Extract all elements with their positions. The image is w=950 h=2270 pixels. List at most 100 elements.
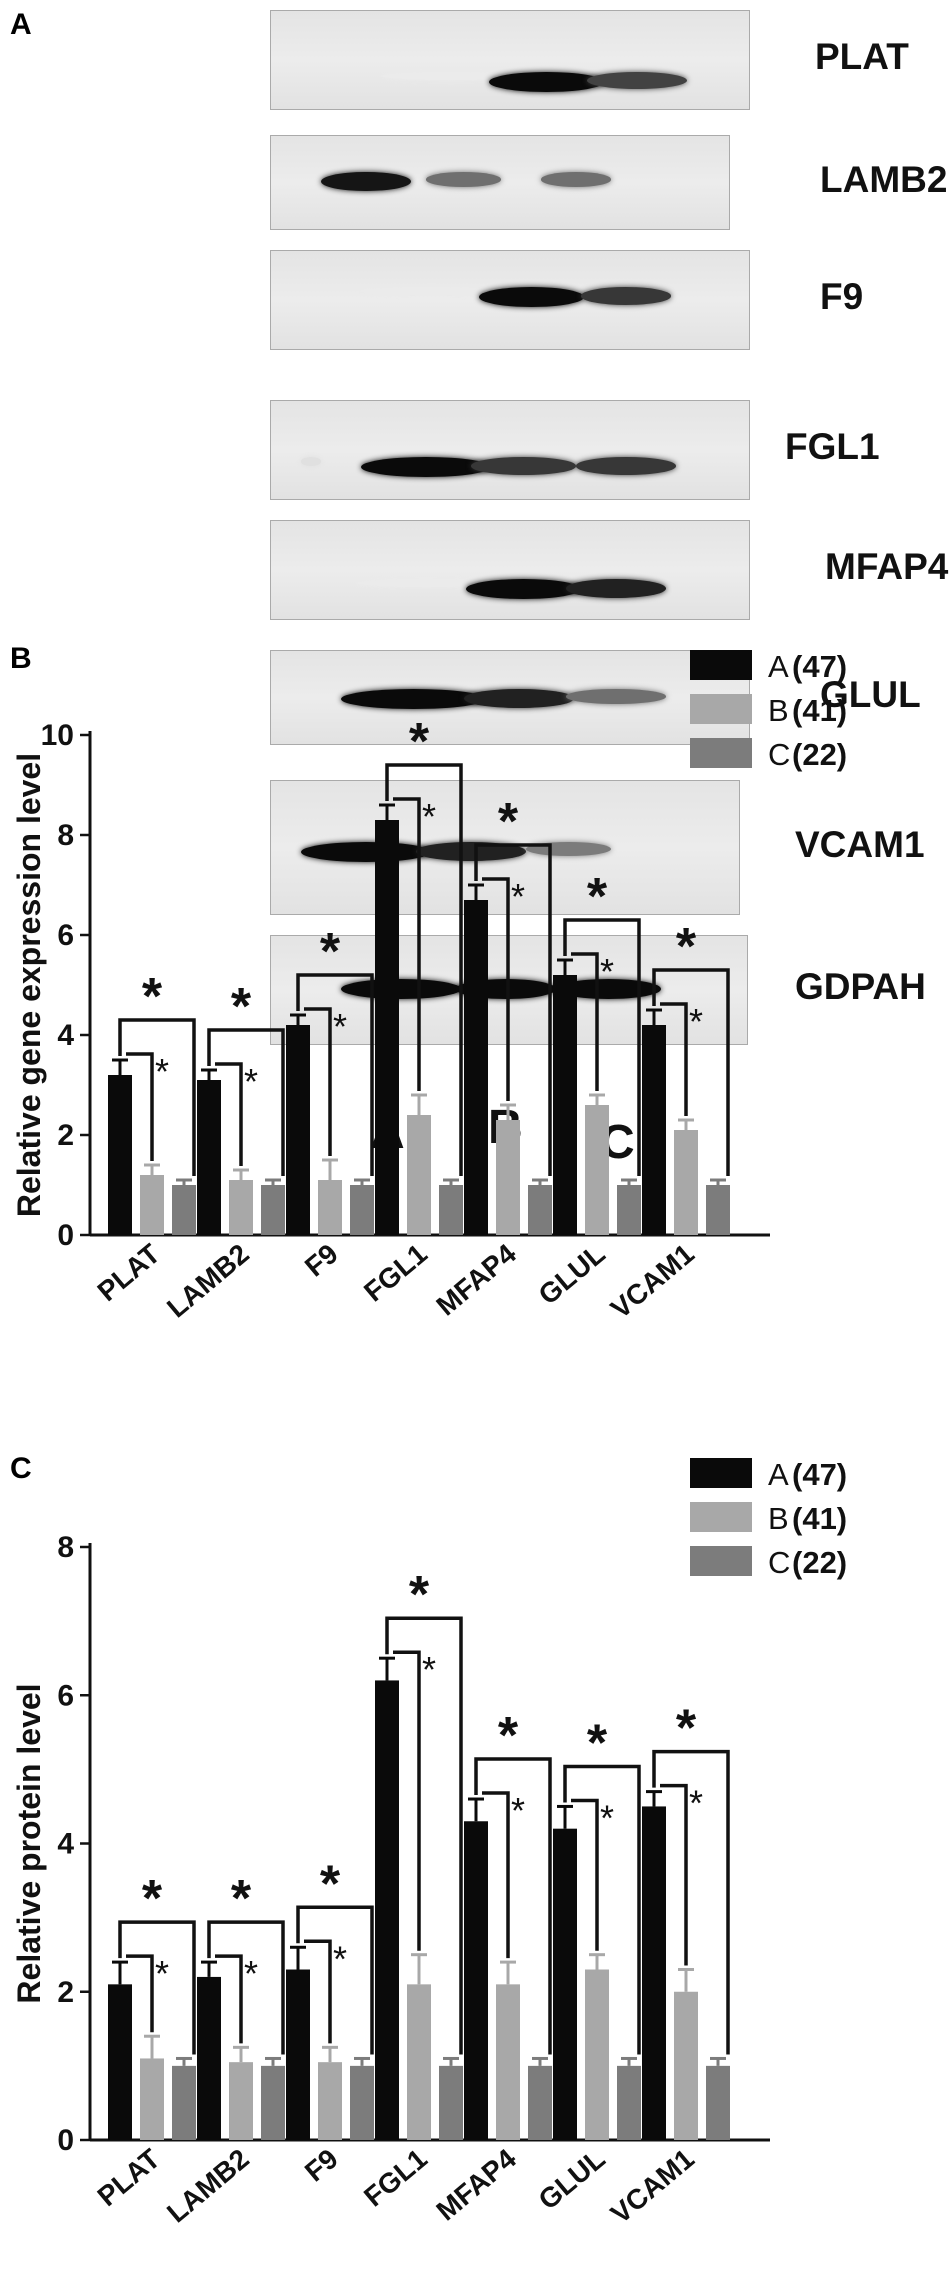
- bar-b: [318, 1180, 342, 1235]
- bar-c: [617, 2065, 641, 2140]
- blot-band: [464, 689, 574, 708]
- blot-strip-mfap4: [270, 520, 750, 620]
- significance-bracket: [474, 843, 552, 1176]
- bar-b: [318, 2062, 342, 2140]
- y-axis-label: Relative gene expression level: [11, 753, 47, 1217]
- blot-band: [581, 287, 671, 305]
- blot-band: [576, 457, 676, 475]
- x-tick-label: PLAT: [92, 1238, 166, 1307]
- significance-bracket: [652, 968, 730, 1176]
- x-tick-label: MFAP4: [430, 2143, 522, 2227]
- significance-bracket: [296, 973, 374, 1176]
- y-tick-label: 0: [57, 2124, 74, 2157]
- significance-star: *: [409, 1566, 430, 1624]
- bar-c: [172, 2065, 196, 2140]
- panel-label-a: A: [10, 8, 32, 41]
- blot-band: [471, 457, 576, 475]
- x-tick-label: MFAP4: [430, 1238, 522, 1322]
- bar-a: [108, 1984, 132, 2140]
- bar-b: [229, 1180, 253, 1235]
- bar-a: [553, 975, 577, 1235]
- legend-label: A: [768, 1457, 789, 1492]
- bar-c: [439, 2065, 463, 2140]
- blot-label-plat: PLAT: [815, 36, 909, 77]
- blot-band: [489, 72, 604, 92]
- significance-bracket: [385, 763, 463, 1176]
- significance-bracket: [482, 877, 510, 1101]
- bar-b: [674, 1991, 698, 2140]
- bar-a: [375, 820, 399, 1235]
- bar-b: [229, 2062, 253, 2140]
- blot-band: [341, 689, 486, 709]
- y-tick-label: 6: [57, 1679, 74, 1712]
- blot-strip-fgl1: [270, 400, 750, 500]
- significance-bracket: [563, 1764, 641, 2055]
- significance-star: *: [600, 1797, 614, 1838]
- x-tick-label: LAMB2: [161, 1238, 255, 1324]
- bar-c: [617, 1185, 641, 1235]
- blot-band: [356, 579, 496, 587]
- panel-label-c: C: [10, 1452, 32, 1485]
- significance-bracket: [571, 952, 599, 1091]
- blot-strip-plat: [270, 10, 750, 110]
- bar-b: [140, 1175, 164, 1235]
- significance-bracket: [652, 1749, 730, 2055]
- significance-star: *: [155, 1051, 169, 1092]
- legend-swatch-b: [690, 1502, 752, 1532]
- bar-a: [197, 1976, 221, 2140]
- legend-swatch-b: [690, 694, 752, 724]
- bar-a: [642, 1806, 666, 2140]
- bar-b: [585, 1105, 609, 1235]
- blot-strip-vcam1: [270, 780, 740, 915]
- blot-band: [566, 689, 666, 704]
- significance-star: *: [333, 1938, 347, 1979]
- bar-c: [528, 2065, 552, 2140]
- blot-band: [466, 579, 581, 599]
- blot-band: [361, 287, 501, 295]
- y-tick-label: 2: [57, 1976, 74, 2009]
- x-tick-label: FGL1: [358, 2143, 433, 2213]
- blot-strip-f9: [270, 250, 750, 350]
- bar-b: [674, 1130, 698, 1235]
- y-tick-label: 4: [57, 1828, 74, 1861]
- blot-band: [321, 172, 411, 192]
- legend-count: (47): [792, 649, 847, 684]
- significance-bracket: [304, 1007, 332, 1156]
- bar-b: [585, 1969, 609, 2140]
- x-tick-label: VCAM1: [605, 2143, 700, 2230]
- bar-a: [197, 1080, 221, 1235]
- bar-a: [108, 1075, 132, 1235]
- legend-label: A: [768, 649, 789, 684]
- significance-star: *: [676, 918, 697, 976]
- blot-strip-glul: [270, 650, 750, 745]
- blot-label-glul: GLUL: [820, 673, 921, 715]
- legend-swatch-a: [690, 1458, 752, 1488]
- legend-swatch-c: [690, 738, 752, 768]
- significance-bracket: [118, 1920, 196, 2055]
- blot-band: [566, 579, 666, 598]
- significance-bracket: [118, 1018, 196, 1176]
- significance-star: *: [587, 1714, 608, 1772]
- significance-star: *: [676, 1700, 697, 1758]
- significance-bracket: [215, 1954, 243, 2044]
- significance-star: *: [320, 1855, 341, 1913]
- significance-bracket: [296, 1905, 374, 2055]
- significance-bracket: [482, 1791, 510, 1959]
- x-tick-label: GLUL: [533, 2143, 611, 2216]
- y-tick-label: 4: [57, 1019, 74, 1052]
- significance-star: *: [244, 1953, 258, 1994]
- bar-b: [407, 1115, 431, 1235]
- significance-bracket: [207, 1028, 285, 1176]
- x-tick-label: VCAM1: [605, 1238, 700, 1325]
- bar-c: [261, 2065, 285, 2140]
- bar-a: [286, 1025, 310, 1235]
- significance-star: *: [498, 1707, 519, 1765]
- blot-label-gdpah: GDPAH: [795, 966, 926, 1007]
- bar-c: [528, 1185, 552, 1235]
- y-tick-label: 10: [41, 719, 74, 752]
- significance-bracket: [571, 1798, 599, 1951]
- bar-c: [439, 1185, 463, 1235]
- significance-bracket: [393, 1650, 421, 1951]
- significance-bracket: [474, 1757, 552, 2055]
